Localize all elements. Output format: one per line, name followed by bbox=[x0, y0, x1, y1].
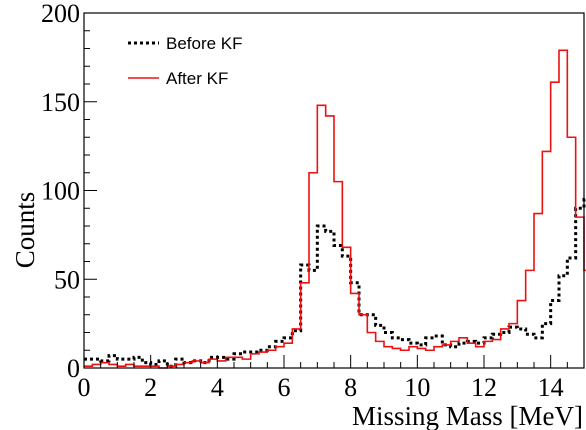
legend: Before KF After KF bbox=[128, 34, 243, 88]
plot-area bbox=[84, 49, 586, 369]
legend-label-after-kf: After KF bbox=[166, 69, 228, 88]
y-tick-label: 100 bbox=[41, 177, 80, 206]
y-tick-label: 0 bbox=[67, 354, 80, 383]
x-tick-label: 12 bbox=[471, 373, 497, 402]
x-axis-title: Missing Mass [MeV] bbox=[352, 401, 583, 430]
x-tick-label: 4 bbox=[211, 373, 224, 402]
y-tick-label: 50 bbox=[54, 265, 80, 294]
x-tick-label: 10 bbox=[404, 373, 430, 402]
y-tick-label: 150 bbox=[41, 88, 80, 117]
series-after-kf bbox=[84, 49, 586, 369]
x-tick-label: 6 bbox=[278, 373, 291, 402]
legend-label-before-kf: Before KF bbox=[166, 34, 243, 53]
x-tick-label: 0 bbox=[78, 373, 91, 402]
y-tick-label: 200 bbox=[41, 0, 80, 28]
y-axis-title: Counts bbox=[10, 192, 40, 269]
x-tick-label: 8 bbox=[344, 373, 357, 402]
y-axis: 0 50 100 150 200 bbox=[41, 0, 97, 383]
x-axis: 0 2 4 6 8 10 12 14 bbox=[78, 355, 585, 402]
plot-frame bbox=[83, 12, 585, 369]
series-before-kf bbox=[84, 197, 586, 368]
x-tick-label: 2 bbox=[144, 373, 157, 402]
x-tick-label: 14 bbox=[538, 373, 564, 402]
